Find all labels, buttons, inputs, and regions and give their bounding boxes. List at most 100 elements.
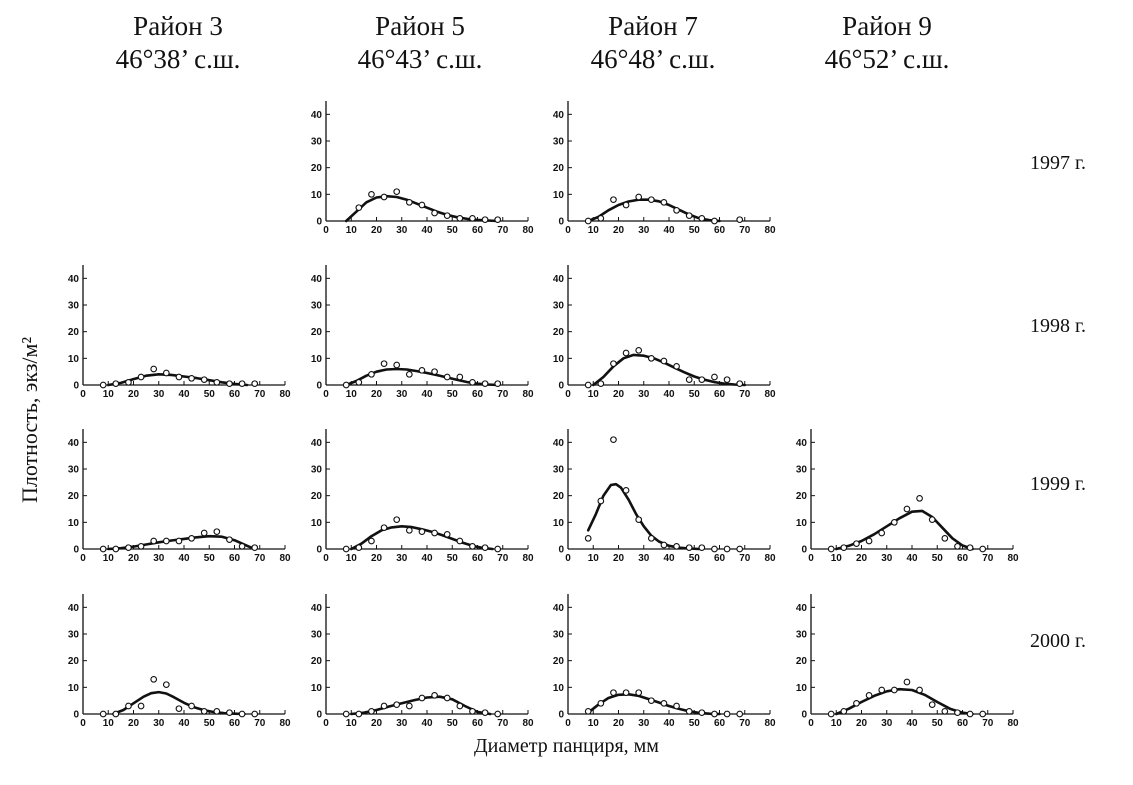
x-tick-label: 50 [447,718,459,729]
data-point [597,497,605,505]
y-tick-label: 0 [73,381,79,392]
data-point [200,529,208,537]
data-point [853,540,860,548]
x-tick-label: 40 [663,389,675,400]
x-tick-label: 60 [472,389,484,400]
data-point [162,681,170,689]
y-tick-label: 20 [311,327,323,338]
x-tick-label: 70 [254,389,266,400]
data-point [685,544,693,552]
panel: 0 10 20 30 40 0 10 20 30 40 50 60 70 80 [311,429,534,564]
data-point [226,380,233,388]
y-tick-label: 0 [73,545,79,556]
y-tick-label: 10 [68,683,80,694]
data-point [711,710,718,718]
y-tick-label: 20 [68,491,80,502]
x-tick-label: 10 [588,553,600,564]
data-point [597,380,605,388]
x-tick-label: 10 [831,553,843,564]
x-tick-label: 30 [396,225,408,236]
data-point [112,545,120,553]
y-tick-label: 10 [311,518,323,529]
data-point [431,691,438,699]
x-tick-label: 50 [204,718,216,729]
data-point [393,516,401,524]
fit-curve [591,353,747,387]
y-tick-label: 20 [311,163,323,174]
data-point [635,346,643,354]
data-point [162,537,170,545]
y-tick-label: 20 [311,656,323,667]
column-heading-rayon-5: Район 5 46°43’ с.ш. [300,10,540,76]
data-point [342,545,350,553]
data-point [405,198,413,206]
x-tick-label: 80 [764,718,776,729]
y-tick-label: 10 [553,190,565,201]
data-point [200,707,208,715]
x-tick-label: 20 [613,553,625,564]
y-tick-label: 30 [796,465,808,476]
x-tick-label: 0 [80,389,86,400]
y-tick-label: 40 [796,438,808,449]
data-point [890,518,898,526]
y-tick-label: 20 [553,163,565,174]
data-point [647,354,655,362]
y-tick-label: 40 [68,274,80,285]
data-point [610,360,617,368]
x-tick-label: 0 [80,718,86,729]
data-point [355,710,363,718]
data-point [418,694,426,702]
x-tick-label: 60 [472,225,484,236]
x-tick-label: 80 [522,718,534,729]
x-tick-label: 30 [638,553,650,564]
year-label-2000: 2000 г. [1030,630,1086,652]
data-point [393,188,401,196]
data-point [150,537,158,545]
data-point [711,373,718,381]
y-tick-label: 40 [553,438,565,449]
data-point [685,376,693,384]
x-tick-label: 60 [957,718,969,729]
data-point [736,710,744,718]
data-point [125,544,132,552]
data-point [405,702,413,710]
data-point [685,212,693,220]
data-point [368,190,375,198]
y-tick-label: 10 [68,354,80,365]
x-tick-label: 30 [396,553,408,564]
y-tick-label: 10 [553,683,565,694]
y-tick-label: 20 [68,327,80,338]
y-tick-label: 10 [68,518,80,529]
data-point [368,707,375,715]
data-point [698,376,706,384]
data-point [431,368,438,376]
data-point [137,702,145,710]
data-point [673,542,680,550]
x-tick-label: 70 [739,553,751,564]
data-point [150,365,158,373]
x-tick-label: 70 [497,225,509,236]
data-point [175,705,183,713]
data-point [188,534,195,542]
data-point [584,534,592,542]
x-tick-label: 40 [421,718,433,729]
data-point [342,381,350,389]
y-tick-label: 30 [311,630,323,641]
data-point [673,362,680,370]
data-point [622,201,630,209]
data-point [226,709,233,717]
x-tick-label: 20 [128,718,140,729]
panel: 0 10 20 30 40 0 10 20 30 40 50 60 70 80 [796,594,1019,729]
panel: 0 10 20 30 40 0 10 20 30 40 50 60 70 80 [796,429,1019,564]
x-tick-label: 20 [856,718,868,729]
y-tick-label: 0 [558,545,564,556]
fit-curve [586,482,701,551]
panel: 0 10 20 30 40 0 10 20 30 40 50 60 70 80 [311,101,534,236]
column-heading-rayon-9: Район 9 46°52’ с.ш. [767,10,1007,76]
year-label-1997: 1997 г. [1030,152,1086,174]
data-point [405,370,413,378]
x-tick-label: 0 [323,389,329,400]
data-point [698,544,706,552]
x-tick-label: 30 [638,225,650,236]
data-point [622,689,630,697]
